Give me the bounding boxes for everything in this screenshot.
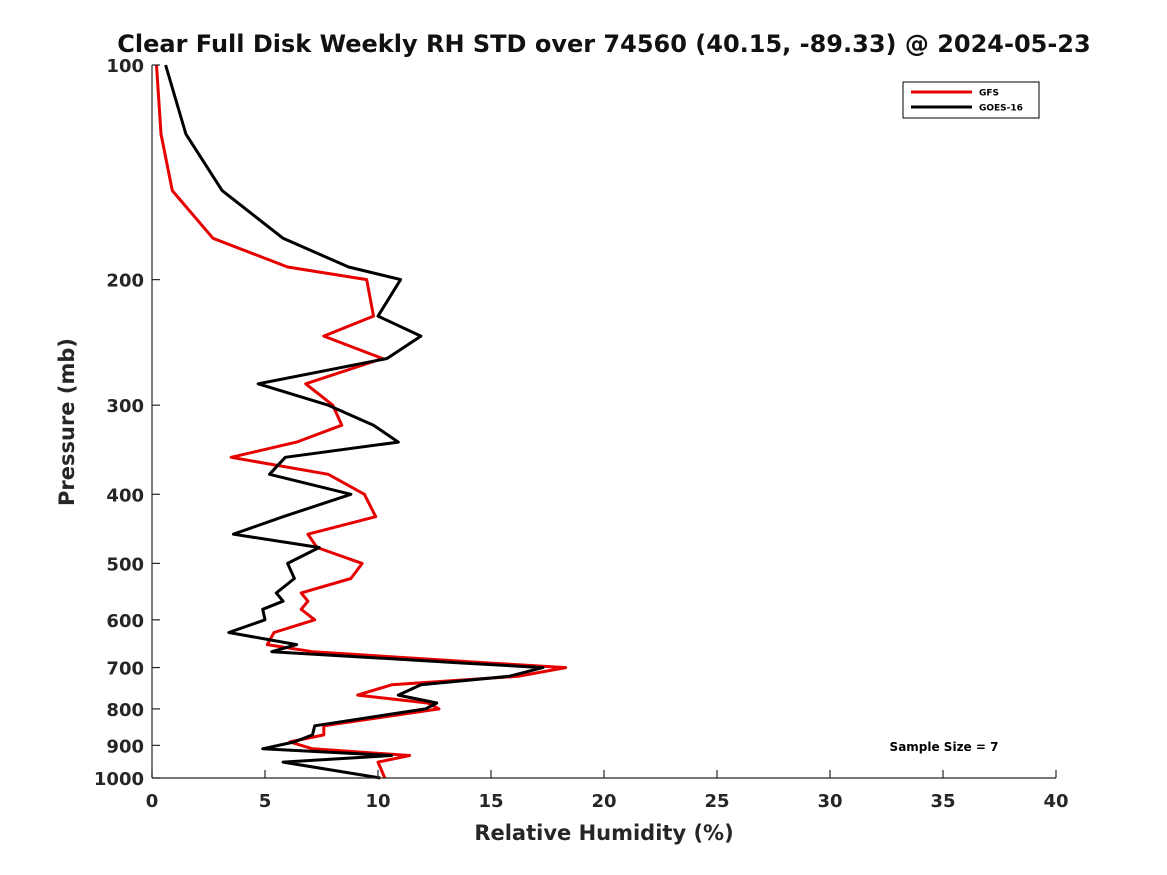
x-tick-label: 0	[146, 791, 159, 812]
series-lines	[155, 64, 568, 780]
y-tick-label: 900	[106, 736, 144, 757]
y-tick-label: 600	[106, 611, 144, 632]
series-line-gfs	[155, 64, 568, 779]
y-tick-label: 500	[106, 554, 144, 575]
x-tick-label: 5	[259, 791, 272, 812]
y-axis-label: Pressure (mb)	[55, 338, 79, 506]
axes: 0 5 10 15 20 25 30 35 40 100 200 300 400 500 600 700 800…	[94, 56, 1069, 812]
sample-size-annotation: Sample Size = 7	[890, 740, 999, 754]
x-tick-label: 15	[478, 791, 503, 812]
x-tick-label: 25	[704, 791, 729, 812]
x-tick-label: 40	[1043, 791, 1068, 812]
x-tick-label: 35	[930, 791, 955, 812]
y-tick-label: 1000	[94, 769, 144, 790]
legend: GFS GOES-16	[902, 81, 1040, 119]
x-tick-label: 10	[365, 791, 390, 812]
chart-title: Clear Full Disk Weekly RH STD over 74560…	[117, 30, 1090, 58]
y-tick-label: 700	[106, 659, 144, 680]
legend-label: GFS	[979, 89, 999, 99]
series-line-goes-16	[164, 64, 545, 780]
x-tick-label: 30	[817, 791, 842, 812]
legend-box	[902, 81, 1040, 119]
y-tick-label: 200	[106, 271, 144, 292]
legend-label: GOES-16	[979, 104, 1023, 114]
y-tick-label: 100	[106, 56, 144, 77]
y-tick-label: 800	[106, 700, 144, 721]
y-tick-label: 400	[106, 485, 144, 506]
y-tick-label: 300	[106, 396, 144, 417]
x-tick-label: 20	[591, 791, 616, 812]
x-axis-label: Relative Humidity (%)	[474, 821, 733, 845]
